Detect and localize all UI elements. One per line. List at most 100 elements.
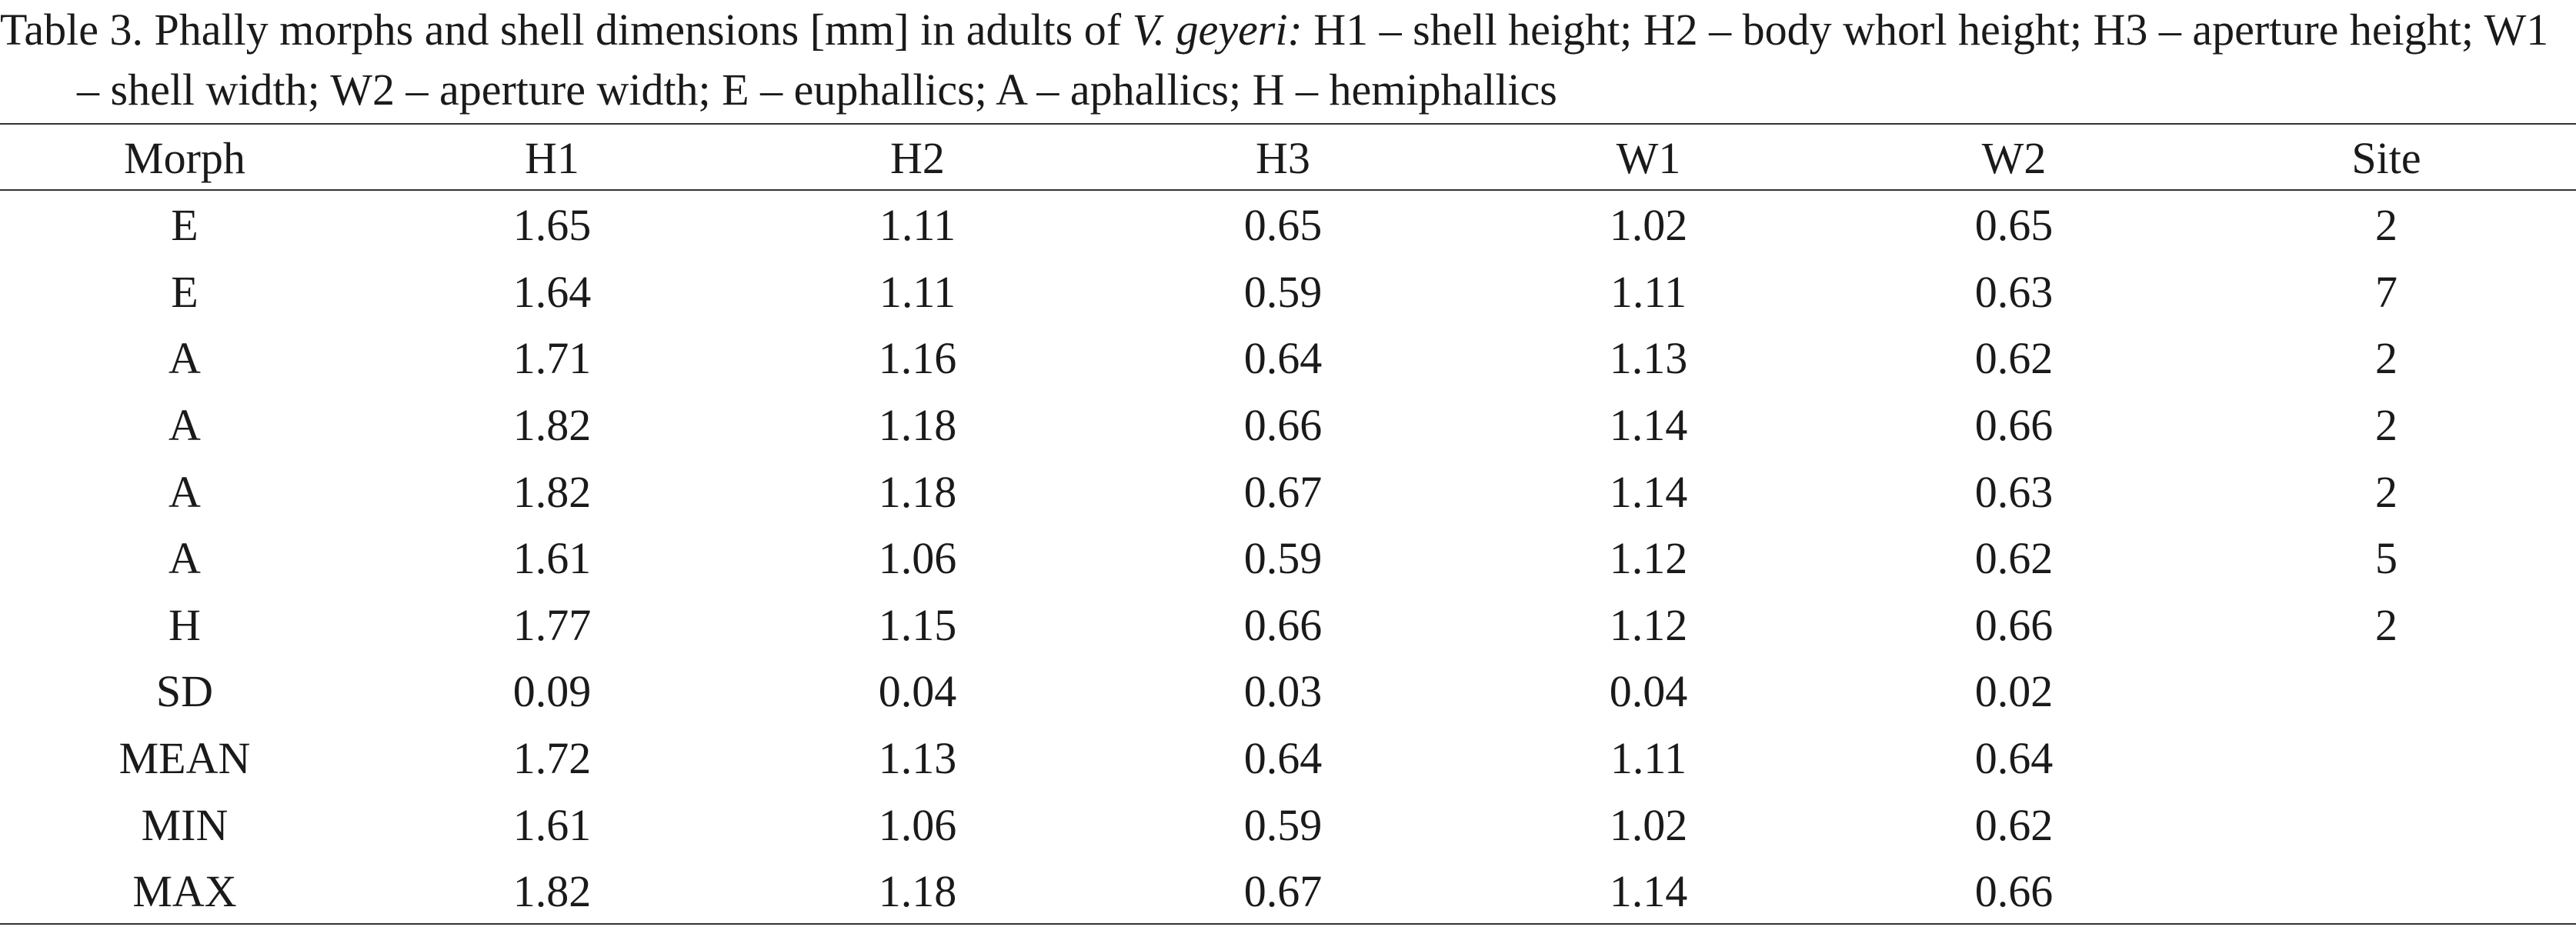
table-row: SD 0.09 0.04 0.03 0.04 0.02 [0,659,2576,725]
caption-suffix: H1 – shell height; H2 – body whorl heigh… [77,5,2549,115]
cell-h3: 0.64 [1243,733,1323,784]
cell-w1: 1.14 [1609,866,1688,917]
cell-site: 2 [2375,333,2397,384]
cell-h1: 1.72 [512,733,592,784]
table-top-rule [0,123,2576,125]
table-row: MEAN 1.72 1.13 0.64 1.11 0.64 [0,725,2576,792]
cell-site: 2 [2375,599,2397,650]
cell-h2: 1.18 [878,866,957,917]
table-caption: Table 3. Phally morphs and shell dimensi… [0,0,2570,120]
cell-h3: 0.59 [1243,799,1323,850]
cell-h1: 1.77 [512,599,592,650]
cell-h1: 1.71 [512,333,592,384]
cell-w2: 0.63 [1974,466,2054,517]
table-row: A 1.82 1.18 0.67 1.14 0.63 2 [0,458,2576,525]
table-row: A 1.71 1.16 0.64 1.13 0.62 2 [0,325,2576,392]
cell-w2: 0.63 [1974,266,2054,317]
cell-site: 5 [2375,533,2397,584]
cell-h3: 0.03 [1243,666,1323,717]
cell-h3: 0.59 [1243,266,1323,317]
table-row: E 1.64 1.11 0.59 1.11 0.63 7 [0,259,2576,326]
cell-w2: 0.66 [1974,400,2054,451]
header-morph: Morph [124,133,245,183]
cell-h3: 0.67 [1243,466,1323,517]
cell-w1: 0.04 [1609,666,1688,717]
cell-h3: 0.67 [1243,866,1323,917]
cell-morph: A [169,533,201,584]
cell-w1: 1.11 [1610,733,1687,784]
cell-h2: 1.11 [879,266,956,317]
cell-h1: 0.09 [512,666,592,717]
cell-site [2197,725,2576,792]
cell-w1: 1.12 [1609,533,1688,584]
cell-h1: 1.82 [512,400,592,451]
cell-site: 7 [2375,266,2397,317]
cell-h1: 1.82 [512,866,592,917]
cell-w1: 1.02 [1609,200,1688,251]
cell-h3: 0.65 [1243,200,1323,251]
cell-w1: 1.14 [1609,400,1688,451]
cell-h2: 1.06 [878,799,957,850]
cell-h3: 0.59 [1243,533,1323,584]
cell-site [2197,792,2576,859]
cell-h2: 1.16 [878,333,957,384]
cell-morph: MIN [141,799,229,850]
cell-w2: 0.02 [1974,666,2054,717]
header-h2: H2 [890,133,945,183]
cell-site: 2 [2375,466,2397,517]
table-body: E 1.65 1.11 0.65 1.02 0.65 2 E 1.64 1.11 0.59 1.11 0… [0,189,2576,925]
cell-h3: 0.66 [1243,599,1323,650]
table-row: A 1.82 1.18 0.66 1.14 0.66 2 [0,392,2576,459]
cell-h3: 0.66 [1243,400,1323,451]
cell-w2: 0.66 [1974,866,2054,917]
cell-w1: 1.13 [1609,333,1688,384]
table-row: MIN 1.61 1.06 0.59 1.02 0.62 [0,792,2576,859]
caption-species: V. geyeri: [1132,5,1303,55]
shell-dimensions-table: Morph H1 H2 H3 W1 W2 Site E 1.65 1.11 0.65 1… [0,128,2576,925]
cell-morph: A [169,466,201,517]
header-h3: H3 [1256,133,1310,183]
cell-h2: 1.18 [878,400,957,451]
cell-w1: 1.12 [1609,599,1688,650]
cell-w2: 0.62 [1974,799,2054,850]
cell-w2: 0.66 [1974,599,2054,650]
cell-w1: 1.14 [1609,466,1688,517]
cell-w2: 0.62 [1974,333,2054,384]
table-header-rule [0,189,2576,191]
table-header-row: Morph H1 H2 H3 W1 W2 Site [0,128,2576,189]
cell-morph: A [169,400,201,451]
header-site: Site [2351,133,2421,183]
table-row: E 1.65 1.11 0.65 1.02 0.65 2 [0,189,2576,259]
table-row: MAX 1.82 1.18 0.67 1.14 0.66 [0,859,2576,925]
cell-h1: 1.61 [512,533,592,584]
cell-morph: MEAN [118,733,251,784]
cell-w2: 0.62 [1974,533,2054,584]
cell-h2: 1.11 [879,200,956,251]
cell-h2: 1.13 [878,733,957,784]
cell-morph: E [171,266,199,317]
cell-site [2197,859,2576,925]
cell-h2: 1.06 [878,533,957,584]
cell-h1: 1.82 [512,466,592,517]
cell-site: 2 [2375,200,2397,251]
cell-site: 2 [2375,400,2397,451]
cell-w2: 0.65 [1974,200,2054,251]
cell-h1: 1.65 [512,200,592,251]
cell-h2: 0.04 [878,666,957,717]
cell-site [2197,659,2576,725]
header-w2: W2 [1981,133,2047,183]
table-row: H 1.77 1.15 0.66 1.12 0.66 2 [0,592,2576,659]
cell-w1: 1.11 [1610,266,1687,317]
cell-w1: 1.02 [1609,799,1688,850]
cell-morph: SD [155,666,214,717]
cell-h3: 0.64 [1243,333,1323,384]
cell-h2: 1.15 [878,599,957,650]
caption-prefix: Table 3. Phally morphs and shell dimensi… [0,5,1133,55]
header-h1: H1 [525,133,579,183]
cell-morph: E [171,200,199,251]
cell-h2: 1.18 [878,466,957,517]
cell-morph: A [169,333,201,384]
header-w1: W1 [1616,133,1681,183]
cell-h1: 1.64 [512,266,592,317]
cell-h1: 1.61 [512,799,592,850]
